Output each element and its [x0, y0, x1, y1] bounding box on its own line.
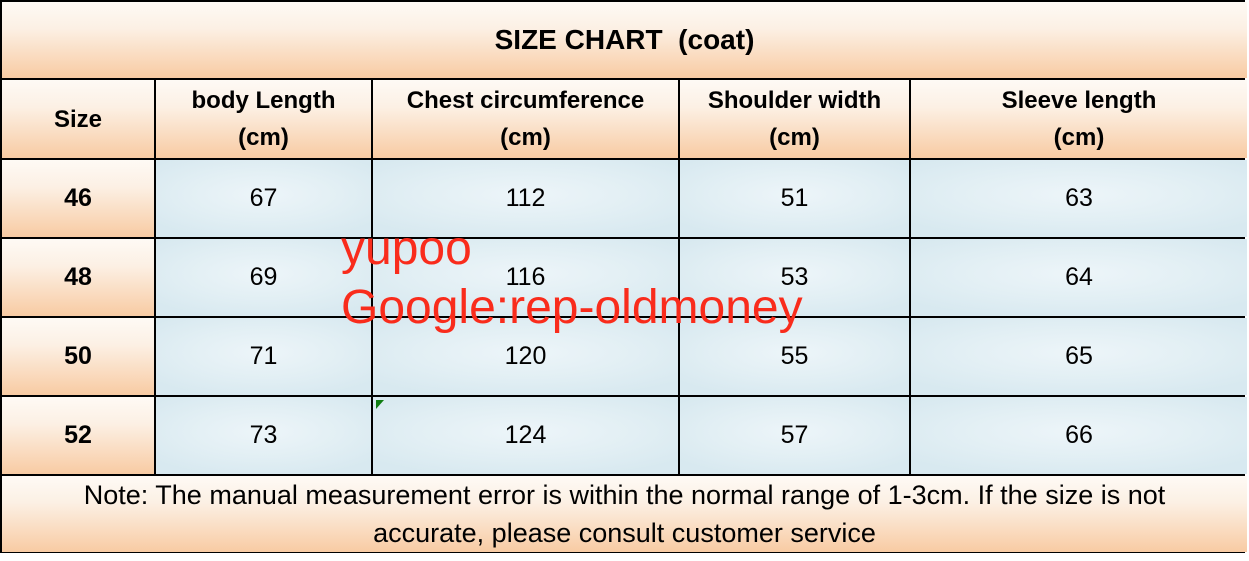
row-50-body-length: 71 — [156, 318, 371, 395]
header-body-length-label: body Length — [191, 87, 336, 114]
row-52-body-length: 73 — [156, 397, 371, 474]
row-46-body-length: 67 — [156, 160, 371, 237]
cell-flag-icon — [376, 400, 384, 409]
row-50-size: 50 — [2, 318, 154, 395]
row-48-body-length: 69 — [156, 239, 371, 316]
header-sleeve: Sleeve length (cm) — [911, 80, 1247, 158]
row-48-chest: 116 — [373, 239, 678, 316]
header-shoulder-unit: (cm) — [769, 124, 820, 151]
chart-title: SIZE CHART (coat) — [2, 2, 1247, 78]
header-body-length-unit: (cm) — [238, 124, 289, 151]
header-shoulder-label: Shoulder width — [707, 87, 882, 114]
row-48-size: 48 — [2, 239, 154, 316]
row-52-chest: 124 — [373, 397, 678, 474]
header-sleeve-unit: (cm) — [1053, 124, 1105, 151]
row-48-shoulder: 53 — [680, 239, 909, 316]
row-46-chest: 112 — [373, 160, 678, 237]
header-chest-unit: (cm) — [500, 124, 551, 151]
row-52-sleeve: 66 — [911, 397, 1247, 474]
note-line-2: accurate, please consult customer servic… — [373, 518, 876, 548]
header-body-length: body Length (cm) — [156, 80, 371, 158]
row-46-shoulder: 51 — [680, 160, 909, 237]
row-50-sleeve: 65 — [911, 318, 1247, 395]
row-46-sleeve: 63 — [911, 160, 1247, 237]
header-sleeve-label: Sleeve length — [1001, 87, 1157, 114]
row-52-shoulder: 57 — [680, 397, 909, 474]
row-46-size: 46 — [2, 160, 154, 237]
row-48-sleeve: 64 — [911, 239, 1247, 316]
row-50-shoulder: 55 — [680, 318, 909, 395]
header-size: Size — [2, 80, 154, 158]
header-shoulder: Shoulder width (cm) — [680, 80, 909, 158]
header-size-label: Size — [53, 105, 103, 133]
note-line-1: Note: The manual measurement error is wi… — [83, 480, 1166, 510]
header-chest: Chest circumference (cm) — [373, 80, 678, 158]
row-52-size: 52 — [2, 397, 154, 474]
header-chest-label: Chest circumference — [406, 87, 645, 114]
note-row: Note: The manual measurement error is wi… — [2, 476, 1247, 552]
row-50-chest: 120 — [373, 318, 678, 395]
